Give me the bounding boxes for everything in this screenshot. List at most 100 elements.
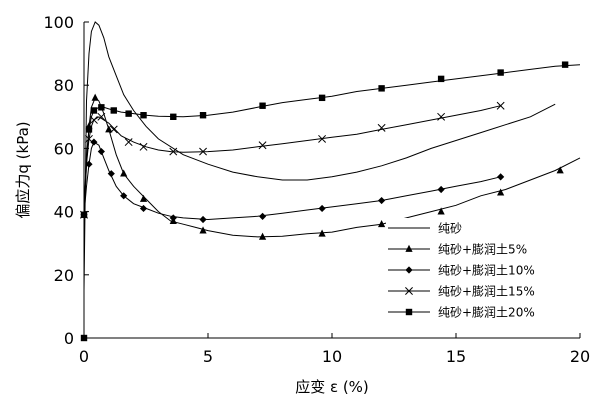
x-tick-label: 15 xyxy=(446,347,466,366)
series-5-point xyxy=(378,85,385,92)
series-4-point-stroke xyxy=(89,116,98,124)
series-5-point xyxy=(80,334,88,342)
series-2-point xyxy=(258,232,267,240)
series-2-line xyxy=(83,96,581,238)
series-5-point xyxy=(85,126,93,133)
series-5-point xyxy=(125,110,132,117)
series-5-point xyxy=(259,102,266,109)
series-4 xyxy=(80,101,505,219)
series-5-line xyxy=(83,64,581,215)
series-2-point xyxy=(105,125,113,133)
y-axis-title: 偏应力q (kPa) xyxy=(14,121,32,218)
series-4-point-stroke xyxy=(496,101,505,110)
series-4-point xyxy=(496,101,505,110)
series-5-point xyxy=(90,107,98,114)
series-5-point xyxy=(561,61,569,68)
legend-label: 纯砂+膨润土20% xyxy=(438,306,535,320)
y-tick-label: 80 xyxy=(54,76,74,95)
series-4-point xyxy=(85,134,93,143)
series-5-point xyxy=(318,94,326,102)
series-5-point xyxy=(437,75,445,83)
legend-box xyxy=(386,218,576,329)
series-5-point xyxy=(170,113,177,120)
legend-label: 纯砂+膨润土10% xyxy=(438,264,535,278)
series-5-point xyxy=(110,107,117,114)
x-tick-label: 10 xyxy=(322,347,342,366)
series-3-point xyxy=(169,214,177,222)
series-4-point-stroke xyxy=(169,147,178,156)
legend-label: 纯砂 xyxy=(438,222,462,236)
series-2-point xyxy=(497,188,505,196)
legend-label: 纯砂+膨润土5% xyxy=(438,243,527,257)
series-3-point xyxy=(139,204,148,213)
series-4-point-stroke xyxy=(124,138,133,147)
series-4-point xyxy=(124,138,133,147)
series-2-point xyxy=(120,169,128,177)
series-4-point xyxy=(109,125,118,134)
legend-item-5: 纯砂+膨润土20% xyxy=(388,306,535,320)
series-3-point xyxy=(437,185,445,194)
series-4-point xyxy=(97,112,106,121)
y-tick-label: 20 xyxy=(54,266,74,285)
series-3-point xyxy=(258,212,267,220)
series-layer xyxy=(80,21,581,342)
series-5-point xyxy=(140,112,147,119)
series-4-point xyxy=(437,112,446,121)
series-2-point xyxy=(437,207,445,215)
y-tick-label: 60 xyxy=(54,139,74,158)
series-1 xyxy=(83,21,556,291)
legend-swatch-marker xyxy=(405,287,413,295)
series-3-point xyxy=(199,215,207,224)
series-3-point xyxy=(107,170,115,178)
series-3-point xyxy=(318,204,326,213)
y-tick-label: 0 xyxy=(64,329,74,348)
series-3-point xyxy=(378,196,386,205)
series-5-point xyxy=(98,104,105,111)
series-5-point xyxy=(80,211,88,218)
series-4-point xyxy=(258,141,267,150)
series-4-point xyxy=(199,147,207,156)
legend-swatch-marker xyxy=(405,244,413,252)
series-2-point xyxy=(378,220,386,228)
legend-swatch-marker xyxy=(405,266,413,274)
legend-label: 纯砂+膨润土15% xyxy=(438,285,535,299)
series-4-point-stroke xyxy=(109,125,118,134)
series-3-point xyxy=(120,192,128,200)
y-tick-label: 40 xyxy=(54,203,74,222)
series-3-point xyxy=(497,173,505,181)
series-2-point xyxy=(556,166,564,174)
legend-item-1: 纯砂 xyxy=(388,222,462,236)
x-tick-label: 5 xyxy=(203,347,213,366)
x-tick-label: 0 xyxy=(79,347,89,366)
series-3-line xyxy=(83,141,501,221)
series-4-point-stroke xyxy=(318,134,327,143)
y-tick-label: 100 xyxy=(43,13,74,32)
series-4-point xyxy=(139,142,148,151)
series-2-point xyxy=(139,194,148,202)
series-2-point xyxy=(318,229,326,237)
series-5-point xyxy=(199,112,207,119)
series-5 xyxy=(80,61,581,342)
series-4-point-stroke xyxy=(258,141,267,150)
series-4-point-stroke xyxy=(437,112,446,121)
series-4-point-stroke xyxy=(139,142,148,151)
series-3-point xyxy=(97,147,105,156)
series-4-point-stroke xyxy=(377,123,386,132)
series-5-point xyxy=(497,69,504,76)
series-1-line xyxy=(83,21,556,291)
legend-item-4: 纯砂+膨润土15% xyxy=(388,285,535,299)
series-4-point xyxy=(169,147,178,156)
legend-swatch-marker-stroke xyxy=(405,287,413,295)
x-axis-title: 应变 ε (%) xyxy=(295,378,369,396)
legend-swatch-marker xyxy=(405,308,413,316)
series-3-point xyxy=(90,138,98,146)
series-2-point xyxy=(91,93,99,101)
series-4-point-stroke xyxy=(85,134,93,143)
legend-item-2: 纯砂+膨润土5% xyxy=(388,243,527,257)
series-4-point-stroke xyxy=(97,112,106,121)
series-2-point xyxy=(199,226,207,234)
legend-item-3: 纯砂+膨润土10% xyxy=(388,264,535,278)
series-4-line xyxy=(83,105,501,215)
